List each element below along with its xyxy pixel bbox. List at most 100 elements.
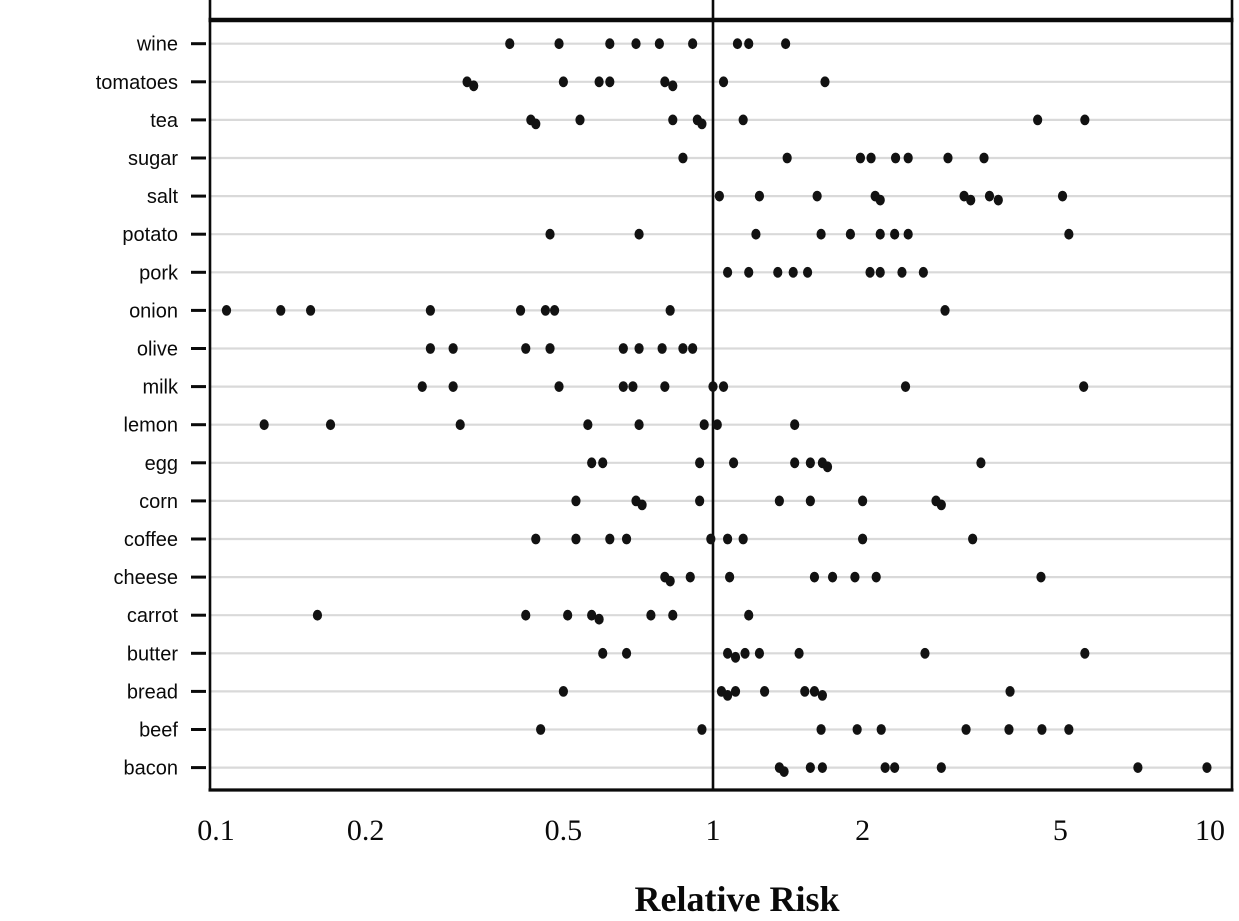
row-label: beef [139, 720, 178, 742]
data-point [646, 609, 656, 621]
data-point [875, 228, 885, 240]
data-point [697, 118, 707, 130]
data-point [993, 194, 1003, 206]
data-point [805, 762, 815, 773]
data-point [221, 305, 232, 316]
row-label: olive [137, 339, 178, 361]
data-point [668, 80, 678, 92]
row-label: carrot [127, 605, 179, 627]
data-point [827, 571, 838, 583]
row-label: potato [122, 224, 178, 246]
data-point [657, 343, 667, 354]
data-point [594, 76, 604, 88]
data-point [469, 80, 479, 92]
data-point [920, 647, 930, 659]
data-point [738, 533, 748, 545]
data-point [695, 457, 705, 469]
data-point [706, 533, 716, 545]
data-point [558, 686, 568, 697]
data-point [688, 343, 698, 354]
data-point [521, 609, 531, 621]
x-tick-label: 2 [855, 814, 870, 847]
data-point [259, 419, 269, 431]
data-point [903, 228, 913, 240]
data-point [1202, 762, 1212, 773]
data-point [678, 343, 688, 354]
data-point [754, 190, 765, 202]
data-point [714, 190, 724, 202]
data-point [984, 190, 995, 202]
x-tick-label: 0.2 [347, 814, 385, 847]
data-point [417, 381, 427, 392]
data-point [943, 152, 953, 164]
data-point [618, 343, 628, 354]
data-point [628, 381, 638, 392]
row-label: sugar [128, 148, 178, 170]
row-label: wine [136, 34, 178, 56]
data-point [855, 152, 866, 164]
data-point [575, 114, 585, 126]
row-label: coffee [124, 529, 178, 551]
data-point [448, 381, 458, 392]
data-point [536, 724, 546, 735]
data-point [531, 533, 541, 545]
data-point [1005, 686, 1015, 697]
data-point [563, 609, 573, 621]
data-point [751, 228, 761, 240]
data-point [890, 152, 901, 164]
data-point [305, 305, 316, 316]
data-point [1064, 724, 1074, 735]
data-point [850, 571, 860, 583]
data-point [1037, 724, 1047, 735]
row-label: tomatoes [96, 72, 178, 94]
data-point [654, 38, 664, 50]
data-point [725, 571, 735, 583]
data-point [800, 686, 810, 697]
row-label: egg [145, 453, 178, 475]
data-point [723, 266, 733, 278]
x-tick-label: 5 [1053, 814, 1068, 847]
data-point [540, 305, 550, 316]
data-point [708, 381, 718, 392]
data-point [890, 228, 900, 240]
data-point [790, 457, 800, 469]
data-point [781, 38, 791, 50]
data-point [634, 228, 644, 240]
data-point [605, 38, 615, 50]
data-point [936, 499, 946, 511]
data-point [637, 499, 647, 511]
data-point [723, 647, 733, 659]
data-point [866, 152, 876, 164]
data-point [325, 419, 336, 431]
data-point [805, 457, 815, 469]
data-point [554, 38, 564, 50]
x-tick-label: 1 [706, 814, 721, 847]
data-point [740, 647, 750, 659]
data-point [665, 575, 675, 587]
data-point [744, 266, 754, 278]
data-point [845, 228, 856, 240]
data-point [822, 461, 833, 473]
data-point [448, 343, 458, 354]
data-point [738, 114, 748, 126]
data-point [875, 194, 885, 206]
data-point [976, 457, 986, 469]
data-point [276, 305, 286, 316]
row-label: cheese [114, 567, 179, 589]
data-point [1133, 762, 1143, 773]
data-point [782, 152, 792, 164]
data-point [790, 419, 800, 431]
data-point [455, 419, 465, 431]
data-point [545, 343, 555, 354]
data-point [712, 419, 722, 431]
data-point [558, 76, 568, 88]
data-point [660, 381, 670, 392]
data-point [794, 647, 804, 659]
data-point [521, 343, 531, 354]
row-label: salt [147, 186, 179, 208]
data-point [1004, 724, 1014, 735]
row-label: milk [142, 377, 179, 399]
data-point [809, 571, 820, 583]
data-point [809, 686, 820, 697]
